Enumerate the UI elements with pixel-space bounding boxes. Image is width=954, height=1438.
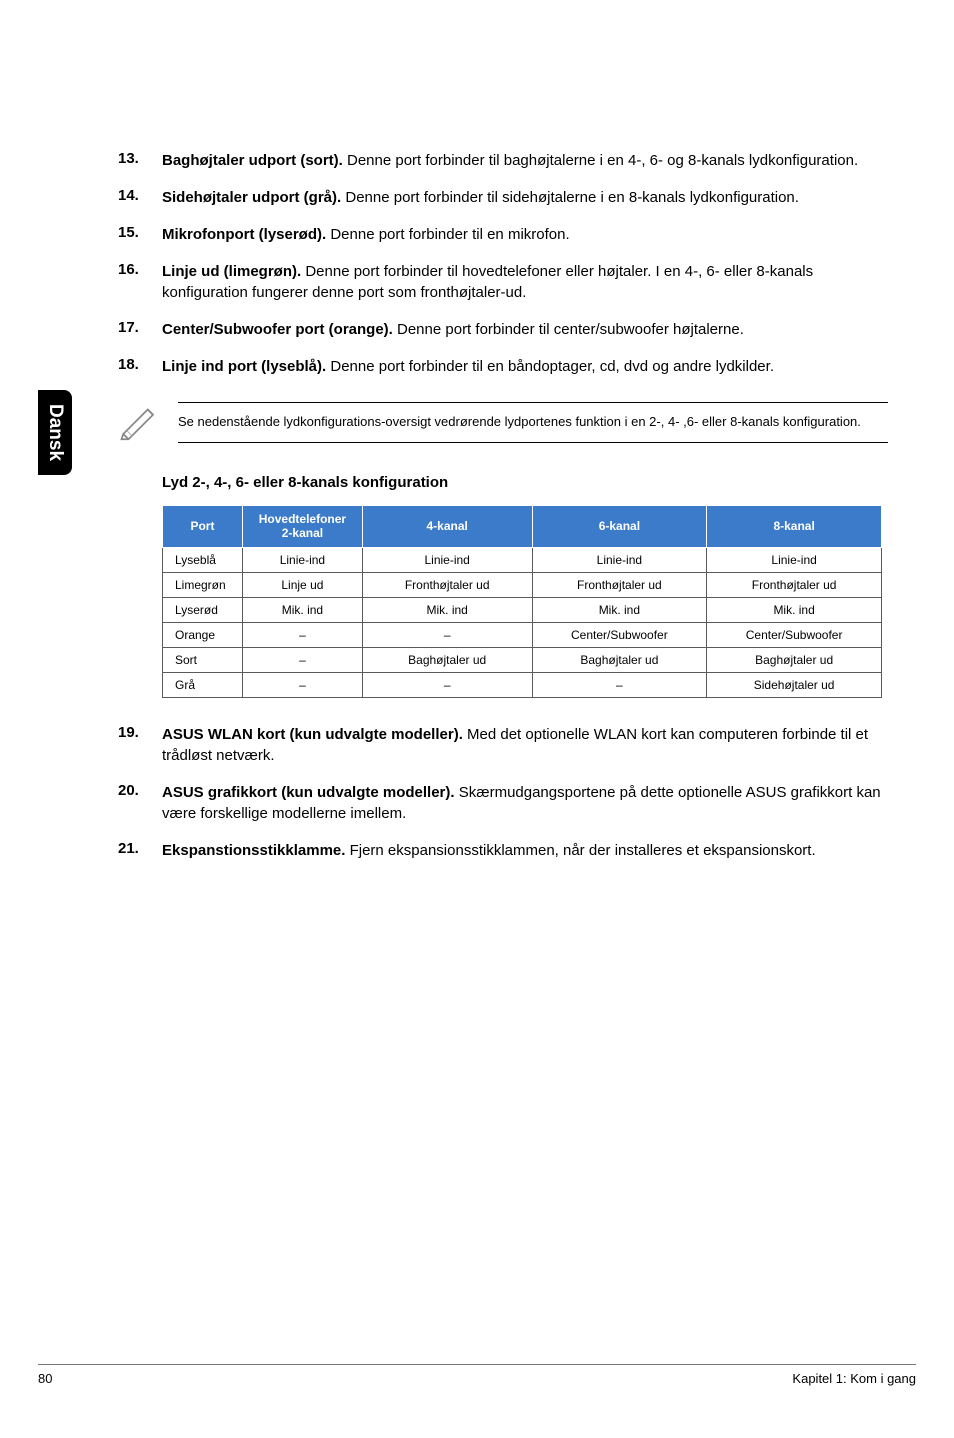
table-cell: Linje ud <box>242 572 362 597</box>
list-item-title: Center/Subwoofer port (orange). <box>162 321 393 338</box>
list-number: 18. <box>118 356 162 377</box>
list-item: 17.Center/Subwoofer port (orange). Denne… <box>118 319 888 340</box>
table-cell: Linie-ind <box>362 547 532 572</box>
table-header: Hovedtelefoner2-kanal <box>242 506 362 548</box>
list-item-text: Denne port forbinder til baghøjtalerne i… <box>343 152 858 169</box>
list-item-text: Fjern ekspansionsstikklammen, når der in… <box>345 842 815 859</box>
table-row: LimegrønLinje udFronthøjtaler udFronthøj… <box>163 572 882 597</box>
list-item-title: Linje ud (limegrøn). <box>162 263 301 280</box>
table-row: LyseblåLinie-indLinie-indLinie-indLinie-… <box>163 547 882 572</box>
table-cell: Center/Subwoofer <box>532 622 707 647</box>
list-number: 16. <box>118 261 162 303</box>
table-cell: Mik. ind <box>242 597 362 622</box>
table-heading: Lyd 2-, 4-, 6- eller 8-kanals konfigurat… <box>162 474 888 491</box>
table-header: Port <box>163 506 243 548</box>
table-cell: Center/Subwoofer <box>707 622 882 647</box>
list-number: 13. <box>118 150 162 171</box>
list-body: Baghøjtaler udport (sort). Denne port fo… <box>162 150 888 171</box>
table-cell: – <box>362 622 532 647</box>
page-number: 80 <box>38 1371 52 1386</box>
list-number: 19. <box>118 724 162 766</box>
table-cell: Fronthøjtaler ud <box>532 572 707 597</box>
list-body: Ekspanstionsstikklamme. Fjern ekspansion… <box>162 840 888 861</box>
note-text: Se nedenstående lydkonfigurations-oversi… <box>178 402 888 442</box>
list-body: Sidehøjtaler udport (grå). Denne port fo… <box>162 187 888 208</box>
table-cell: Baghøjtaler ud <box>707 647 882 672</box>
note-block: Se nedenstående lydkonfigurations-oversi… <box>118 399 888 446</box>
pencil-icon <box>118 399 178 446</box>
table-cell: Linie-ind <box>707 547 882 572</box>
list-number: 17. <box>118 319 162 340</box>
table-cell: Limegrøn <box>163 572 243 597</box>
page-footer: 80 Kapitel 1: Kom i gang <box>38 1364 916 1386</box>
list-body: Center/Subwoofer port (orange). Denne po… <box>162 319 888 340</box>
list-body: ASUS grafikkort (kun udvalgte modeller).… <box>162 782 888 824</box>
table-cell: Sidehøjtaler ud <box>707 672 882 697</box>
list-item: 14.Sidehøjtaler udport (grå). Denne port… <box>118 187 888 208</box>
table-row: Orange––Center/SubwooferCenter/Subwoofer <box>163 622 882 647</box>
list-item-title: Sidehøjtaler udport (grå). <box>162 189 341 206</box>
list-item: 18.Linje ind port (lyseblå). Denne port … <box>118 356 888 377</box>
list-item: 13.Baghøjtaler udport (sort). Denne port… <box>118 150 888 171</box>
table-cell: – <box>242 647 362 672</box>
list-item: 20.ASUS grafikkort (kun udvalgte modelle… <box>118 782 888 824</box>
table-cell: – <box>242 622 362 647</box>
table-cell: Orange <box>163 622 243 647</box>
list-item: 15.Mikrofonport (lyserød). Denne port fo… <box>118 224 888 245</box>
list-item-text: Denne port forbinder til en mikrofon. <box>326 226 569 243</box>
main-content: 13.Baghøjtaler udport (sort). Denne port… <box>118 150 888 877</box>
list-body: Linje ind port (lyseblå). Denne port for… <box>162 356 888 377</box>
table-header: 4-kanal <box>362 506 532 548</box>
list-item-text: Denne port forbinder til center/subwoofe… <box>393 321 744 338</box>
table-cell: Lyserød <box>163 597 243 622</box>
list-item-title: Ekspanstionsstikklamme. <box>162 842 345 859</box>
list-body: ASUS WLAN kort (kun udvalgte modeller). … <box>162 724 888 766</box>
list-item: 19.ASUS WLAN kort (kun udvalgte modeller… <box>118 724 888 766</box>
table-cell: Baghøjtaler ud <box>532 647 707 672</box>
list-item: 16.Linje ud (limegrøn). Denne port forbi… <box>118 261 888 303</box>
audio-config-table: PortHovedtelefoner2-kanal4-kanal6-kanal8… <box>162 505 882 698</box>
table-cell: Lyseblå <box>163 547 243 572</box>
list-item-title: Mikrofonport (lyserød). <box>162 226 326 243</box>
list-body: Linje ud (limegrøn). Denne port forbinde… <box>162 261 888 303</box>
table-cell: Fronthøjtaler ud <box>707 572 882 597</box>
table-cell: Mik. ind <box>707 597 882 622</box>
table-cell: Mik. ind <box>532 597 707 622</box>
table-cell: – <box>362 672 532 697</box>
table-row: Sort–Baghøjtaler udBaghøjtaler udBaghøjt… <box>163 647 882 672</box>
list-body: Mikrofonport (lyserød). Denne port forbi… <box>162 224 888 245</box>
table-cell: Linie-ind <box>532 547 707 572</box>
list-item-title: Linje ind port (lyseblå). <box>162 358 326 375</box>
table-cell: – <box>532 672 707 697</box>
table-cell: Grå <box>163 672 243 697</box>
table-header: 8-kanal <box>707 506 882 548</box>
list-number: 21. <box>118 840 162 861</box>
table-cell: Linie-ind <box>242 547 362 572</box>
list-number: 14. <box>118 187 162 208</box>
table-cell: Sort <box>163 647 243 672</box>
table-cell: Fronthøjtaler ud <box>362 572 532 597</box>
list-item: 21.Ekspanstionsstikklamme. Fjern ekspans… <box>118 840 888 861</box>
table-cell: Baghøjtaler ud <box>362 647 532 672</box>
chapter-label: Kapitel 1: Kom i gang <box>792 1371 916 1386</box>
table-row: Grå–––Sidehøjtaler ud <box>163 672 882 697</box>
list-number: 15. <box>118 224 162 245</box>
language-tab: Dansk <box>38 390 72 475</box>
table-cell: Mik. ind <box>362 597 532 622</box>
list-item-text: Denne port forbinder til sidehøjtalerne … <box>341 189 799 206</box>
list-item-title: ASUS WLAN kort (kun udvalgte modeller). <box>162 726 463 743</box>
list-item-title: Baghøjtaler udport (sort). <box>162 152 343 169</box>
table-header: 6-kanal <box>532 506 707 548</box>
list-item-text: Denne port forbinder til en båndoptager,… <box>326 358 774 375</box>
list-item-title: ASUS grafikkort (kun udvalgte modeller). <box>162 784 455 801</box>
table-row: LyserødMik. indMik. indMik. indMik. ind <box>163 597 882 622</box>
list-number: 20. <box>118 782 162 824</box>
table-cell: – <box>242 672 362 697</box>
